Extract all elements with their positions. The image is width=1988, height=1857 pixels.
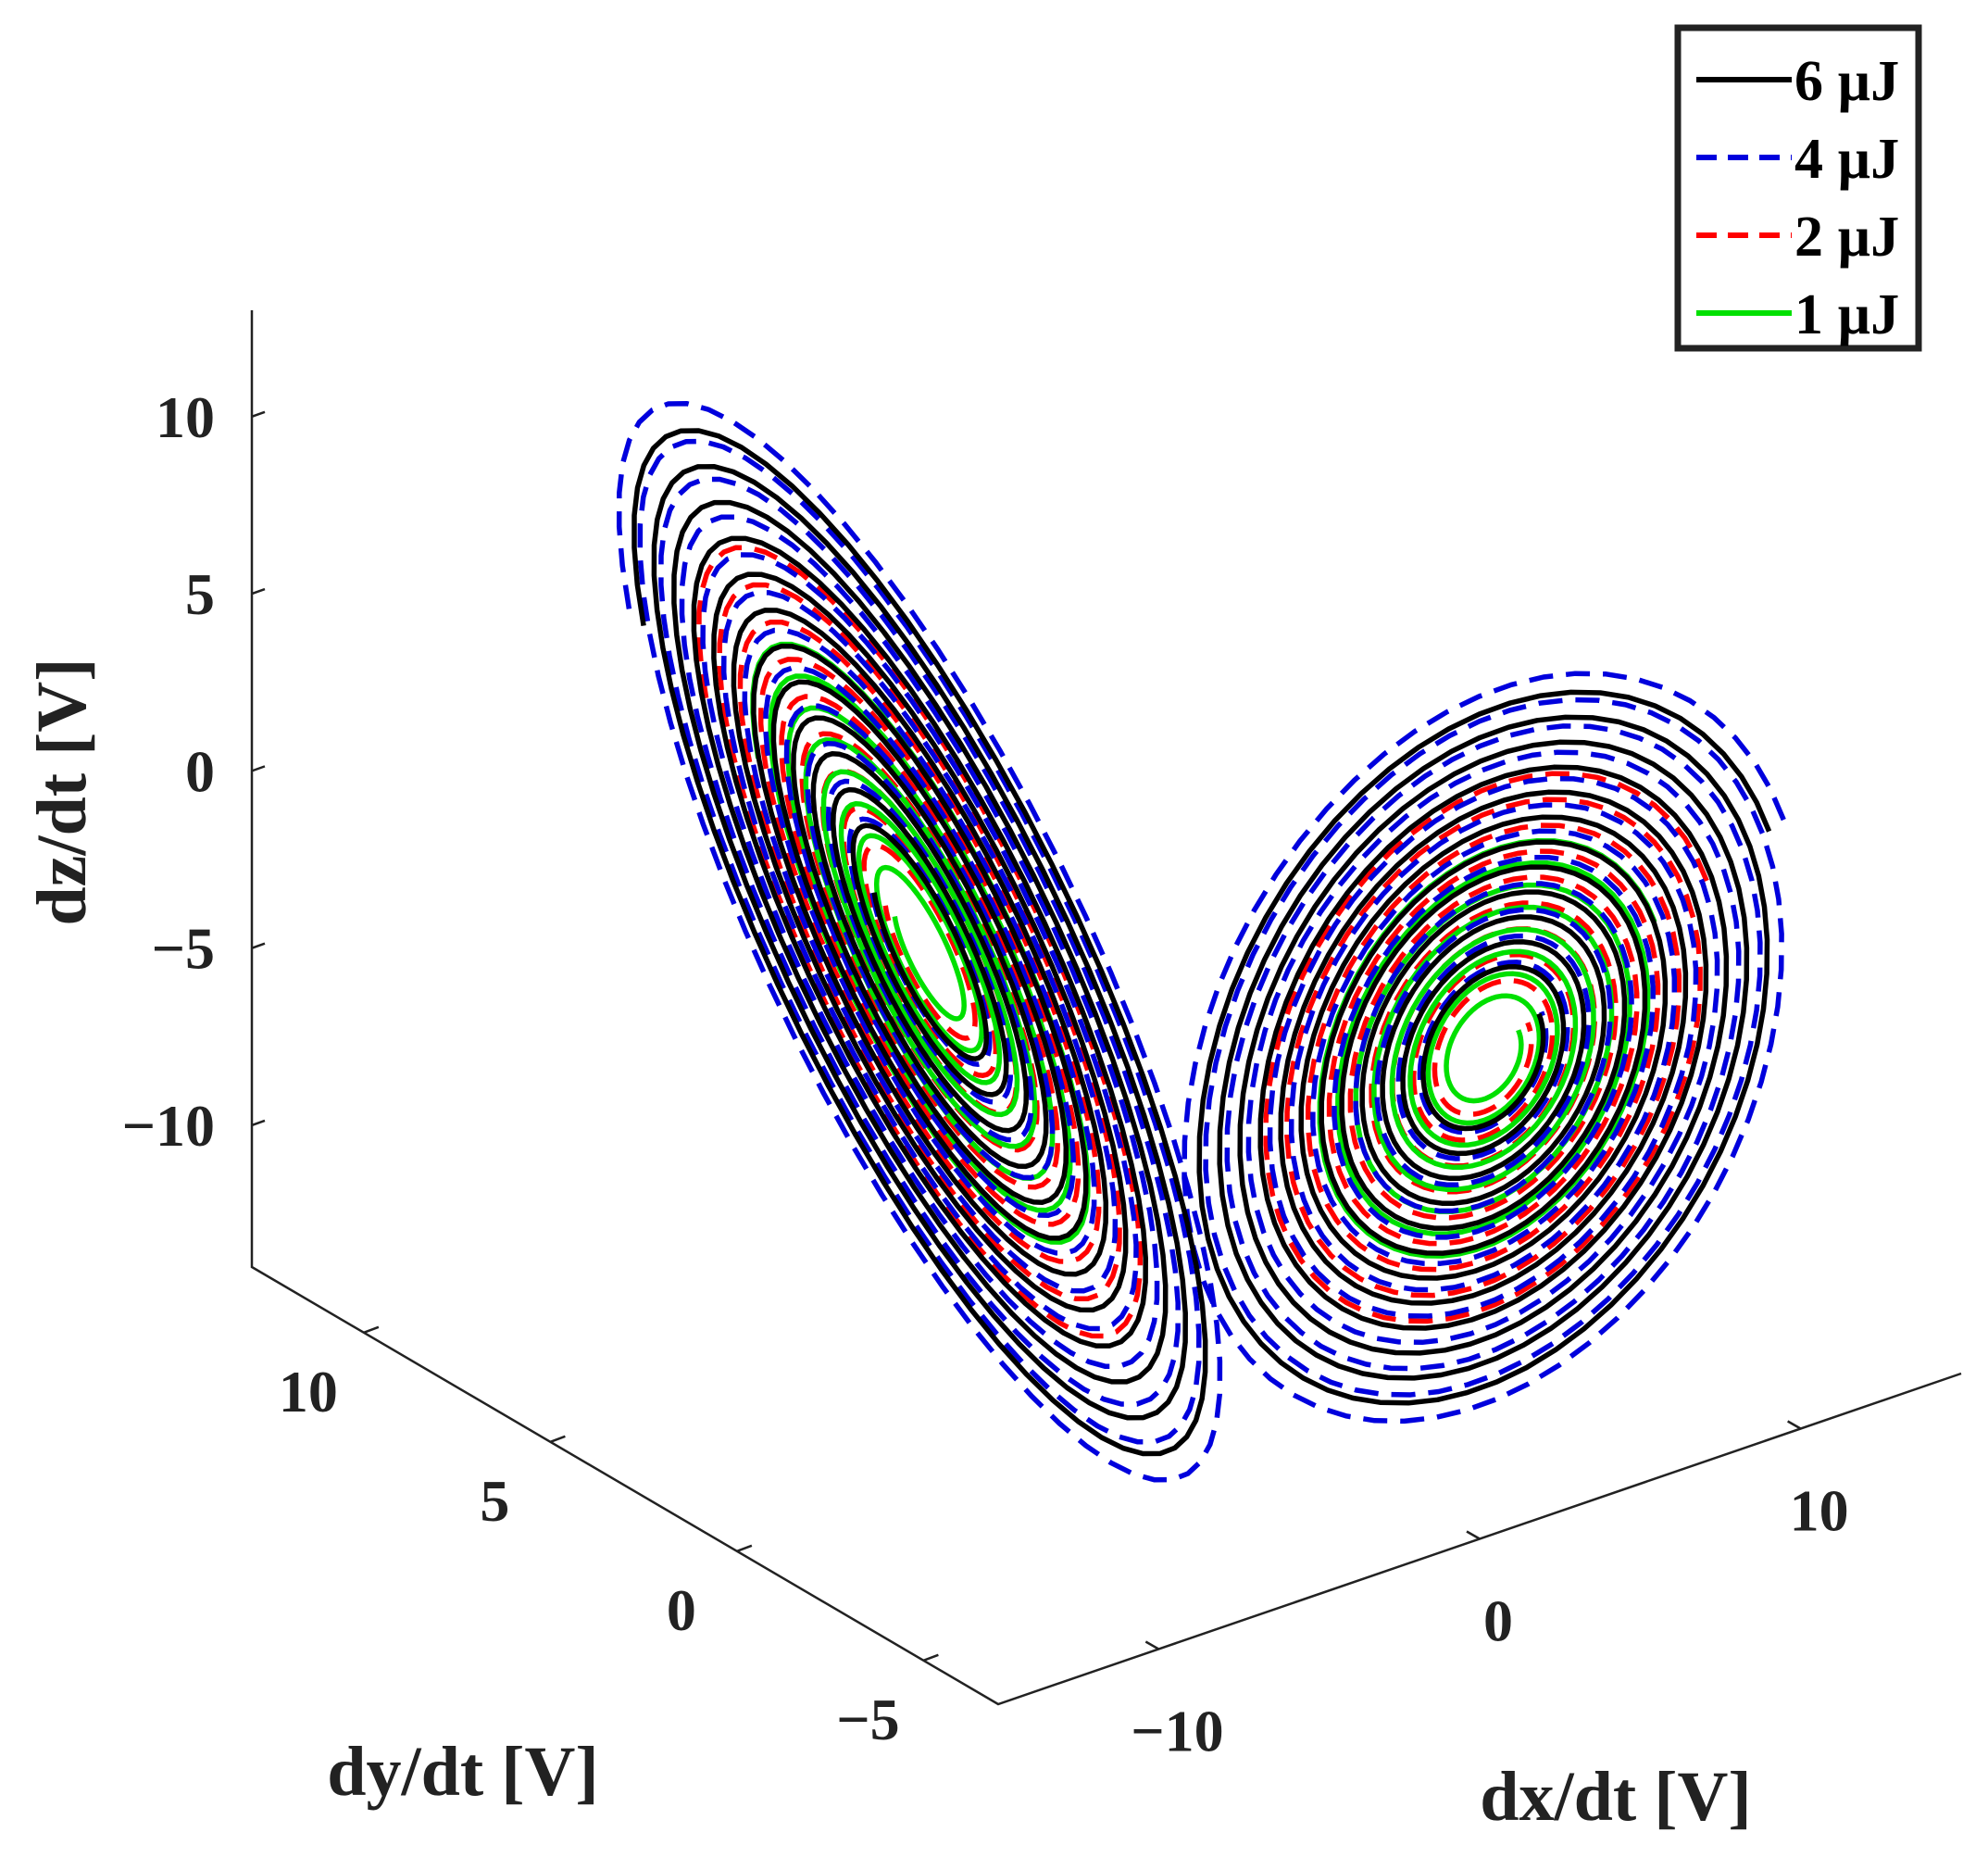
z-tick-mark [251,1119,266,1127]
y-axis-title: dy/dt [V] [327,1733,598,1811]
series-trace-left [616,401,1223,1483]
z-tick-mark [251,587,266,596]
series-trace-right [1317,837,1657,1259]
legend-label: 1 µJ [1794,283,1899,346]
trajectory-traces [616,401,1786,1483]
y-tick-label: −5 [836,1687,899,1752]
y-tick-mark [922,1653,939,1662]
series-trace-left [631,428,1208,1457]
z-tick-label: 5 [185,561,215,627]
x-tick-mark [1144,1640,1159,1650]
axis-ticks: −10 −5 0 5 10 −5 0 5 10 −10 0 10 [122,384,1849,1764]
x-tick-label: −10 [1131,1699,1223,1764]
x-tick-label: 10 [1790,1478,1849,1544]
y-tick-mark [363,1325,380,1334]
x-tick-mark [1466,1530,1481,1540]
series-trace-right [1182,671,1786,1424]
x-tick-mark [1787,1420,1802,1430]
z-tick-label: −10 [122,1093,215,1159]
legend: 6 µJ 4 µJ 2 µJ 1 µJ [1674,24,1922,352]
series-trace-right [1196,689,1772,1406]
z-tick-label: 10 [156,384,215,450]
z-tick-mark [251,942,266,949]
series-trace-right [1263,771,1709,1324]
z-tick-label: −5 [152,916,215,982]
legend-label: 6 µJ [1794,50,1899,113]
legend-label: 4 µJ [1794,128,1899,191]
y-tick-label: 0 [667,1577,696,1643]
legend-label: 2 µJ [1794,206,1899,269]
y-tick-mark [549,1435,566,1443]
x-axis-title: dx/dt [V] [1480,1758,1751,1836]
y-tick-label: 5 [480,1468,509,1534]
y-tick-mark [736,1544,753,1552]
series-trace-left [696,545,1144,1339]
z-tick-label: 0 [185,738,215,804]
z-axis-title: dz/dt [V] [23,658,101,925]
z-tick-mark [251,410,266,418]
y-tick-label: 10 [279,1359,338,1424]
z-tick-mark [251,765,266,772]
x-tick-label: 0 [1483,1588,1513,1654]
